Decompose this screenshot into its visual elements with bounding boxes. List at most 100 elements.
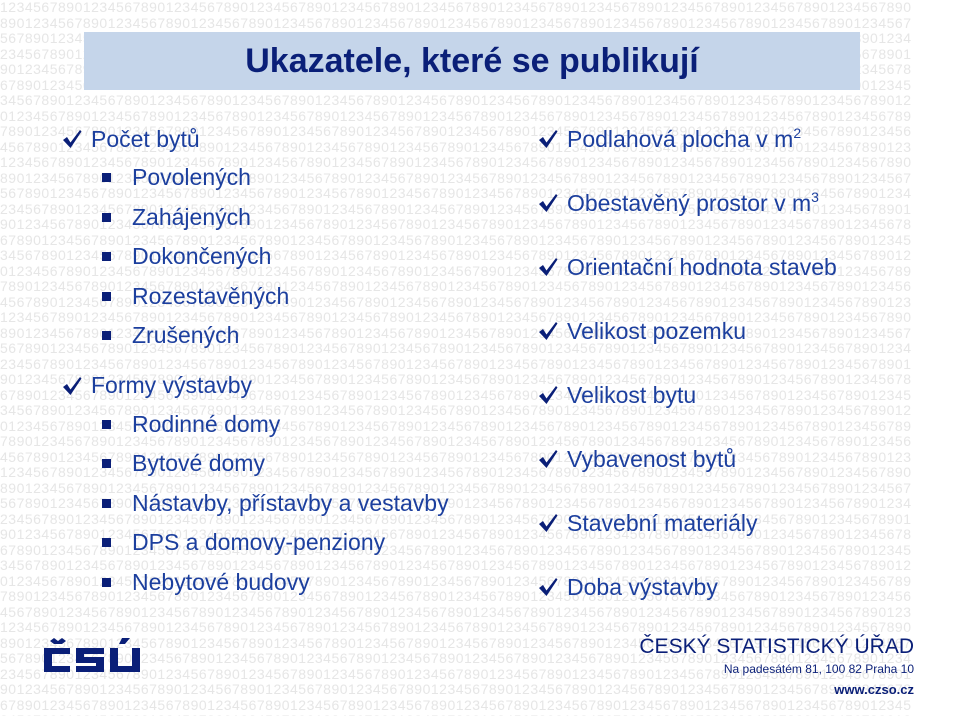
agency-website-link[interactable]: www.czso.cz bbox=[834, 682, 914, 697]
indicator-item: Orientační hodnota staveb bbox=[538, 248, 837, 286]
checkmark-icon bbox=[539, 130, 558, 148]
sub-indicator-item: Rozestavěných bbox=[62, 277, 449, 317]
background-digit-row: 4567890123456789012345678901234567890123… bbox=[0, 293, 912, 310]
background-digit-row: 9012345678901234567890123456789012345678… bbox=[0, 526, 912, 542]
checkmark-icon bbox=[63, 130, 82, 148]
background-digit-row: 4567890123456789012345678901234567890123… bbox=[0, 603, 912, 620]
background-digit-row: 6789012345678901234567890123456789012345… bbox=[0, 231, 912, 248]
indicator-heading: Počet bytů bbox=[62, 120, 449, 158]
right-indicator-list: Podlahová plocha v m2 Obestavěný prostor… bbox=[538, 120, 837, 632]
indicator-item: Velikost bytu bbox=[538, 376, 837, 414]
background-digit-row: 8901234567890123456789012345678901234567… bbox=[0, 479, 912, 496]
agency-address: Na padesátém 81, 100 82 Praha 10 bbox=[723, 662, 914, 676]
background-digit-row: 5678901234567890123456789012345678901234… bbox=[0, 185, 912, 201]
sub-indicator-item: DPS a domovy-penziony bbox=[62, 523, 449, 563]
indicator-item: Podlahová plocha v m2 bbox=[538, 120, 837, 158]
indicator-group-dwellings: Počet bytů Povolených Zahájených Dokonče… bbox=[62, 120, 449, 356]
background-digit-row: 7890123456789012345678901234567890123456… bbox=[0, 123, 912, 139]
background-digit-row: 8901234567890123456789012345678901234567… bbox=[0, 14, 912, 31]
background-digit-row: 6789012345678901234567890123456789012345… bbox=[0, 696, 912, 713]
square-bullet-icon bbox=[102, 173, 111, 183]
background-digit-row: 3456789012345678901234567890123456789012… bbox=[0, 247, 912, 263]
background-digit-row: 0123456789012345678901234567890123456789… bbox=[0, 572, 912, 589]
indicator-item: Obestavěný prostor v m3 bbox=[538, 184, 837, 222]
title-bar bbox=[84, 32, 860, 90]
sub-indicator-label: Bytové domy bbox=[132, 450, 265, 477]
indicator-label: Vybavenost bytů bbox=[567, 445, 737, 472]
background-digit-row: 8901234567890123456789012345678901234567… bbox=[0, 169, 912, 186]
sub-indicator-list: Rodinné domy Bytové domy Nástavby, příst… bbox=[62, 405, 449, 603]
checkmark-icon bbox=[539, 258, 558, 276]
checkmark-icon bbox=[539, 450, 558, 468]
background-digit-row: 4567890123456789012345678901234567890123… bbox=[0, 138, 912, 155]
background-digit-row: 0123456789012345678901234567890123456789… bbox=[0, 107, 912, 124]
sub-indicator-label: Zahájených bbox=[132, 203, 251, 230]
background-digit-row: 2345678901234567890123456789012345678901… bbox=[0, 200, 912, 217]
checkmark-icon bbox=[539, 386, 558, 404]
background-digit-row: 9012345678901234567890123456789012345678… bbox=[0, 216, 912, 232]
background-digit-row: 5678901234567890123456789012345678901234… bbox=[0, 340, 912, 356]
background-digit-row: 2345678901234567890123456789012345678901… bbox=[0, 355, 912, 372]
sub-indicator-item: Bytové domy bbox=[62, 444, 449, 484]
indicator-label: Velikost bytu bbox=[567, 381, 697, 408]
indicator-heading-label: Počet bytů bbox=[91, 125, 200, 152]
indicator-label: Stavební materiály bbox=[567, 509, 758, 536]
sub-indicator-item: Zahájených bbox=[62, 198, 449, 238]
background-digit-row: 1234567890123456789012345678901234567890… bbox=[0, 154, 912, 170]
background-digit-row: 1234567890123456789012345678901234567890… bbox=[0, 464, 912, 480]
sub-indicator-label: Nebytové budovy bbox=[132, 568, 310, 595]
background-digit-row: 2345678901234567890123456789012345678901… bbox=[0, 665, 912, 682]
indicator-label: Orientační hodnota staveb bbox=[567, 253, 837, 280]
background-digit-row: 1234567890123456789012345678901234567890… bbox=[0, 309, 912, 325]
sub-indicator-item: Dokončených bbox=[62, 237, 449, 277]
background-digit-row: 7890123456789012345678901234567890123456… bbox=[0, 588, 912, 604]
indicator-group-construction-forms: Formy výstavby Rodinné domy Bytové domy … bbox=[62, 367, 449, 603]
sub-indicator-label: Dokončených bbox=[132, 243, 272, 270]
square-bullet-icon bbox=[102, 538, 111, 548]
square-bullet-icon bbox=[102, 331, 111, 341]
indicator-label: Podlahová plocha v m2 bbox=[567, 125, 802, 152]
indicator-item: Stavební materiály bbox=[538, 504, 837, 542]
square-bullet-icon bbox=[102, 252, 111, 262]
background-digit-row: 0123456789012345678901234567890123456789… bbox=[0, 417, 912, 434]
agency-info: ČESKÝ STATISTICKÝ ÚŘAD Na padesátém 81, … bbox=[616, 634, 914, 698]
checkmark-icon bbox=[63, 376, 82, 395]
background-digit-row: 3456789012345678901234567890123456789012… bbox=[0, 557, 912, 573]
background-digit-row: 8901234567890123456789012345678901234567… bbox=[0, 634, 912, 651]
background-digit-row: 9012345678901234567890123456789012345678… bbox=[0, 371, 912, 387]
indicator-item: Doba výstavby bbox=[538, 568, 837, 606]
background-digit-row: 8901234567890123456789012345678901234567… bbox=[0, 324, 912, 341]
background-digit-row: 5678901234567890123456789012345678901234… bbox=[0, 650, 912, 666]
background-digit-row: 9012345678901234567890123456789012345678… bbox=[0, 681, 912, 697]
square-bullet-icon bbox=[102, 459, 111, 469]
square-bullet-icon bbox=[102, 212, 111, 222]
indicator-heading: Formy výstavby bbox=[62, 367, 449, 405]
sub-indicator-label: Povolených bbox=[132, 164, 251, 191]
background-digit-row: 6789012345678901234567890123456789012345… bbox=[0, 386, 912, 403]
sub-indicator-item: Povolených bbox=[62, 158, 449, 198]
indicator-label: Velikost pozemku bbox=[567, 317, 746, 344]
left-indicator-list: Počet bytů Povolených Zahájených Dokonče… bbox=[62, 120, 449, 602]
background-digit-row: 3456789012345678901234567890123456789012… bbox=[0, 92, 912, 108]
square-bullet-icon bbox=[102, 419, 111, 429]
square-bullet-icon bbox=[102, 498, 111, 508]
indicator-item: Vybavenost bytů bbox=[538, 440, 837, 478]
sub-indicator-item: Nástavby, přístavby a vestavby bbox=[62, 484, 449, 524]
sub-indicator-item: Zrušených bbox=[62, 316, 449, 356]
sub-indicator-label: Nástavby, přístavby a vestavby bbox=[132, 489, 449, 516]
sub-indicator-label: Rodinné domy bbox=[132, 410, 281, 437]
sub-indicator-list: Povolených Zahájených Dokončených Rozest… bbox=[62, 158, 449, 356]
sub-indicator-label: Zrušených bbox=[132, 322, 240, 349]
background-digit-row: 0123456789012345678901234567890123456789… bbox=[0, 262, 912, 279]
slide-title: Ukazatele, které se publikují bbox=[245, 42, 699, 80]
background-digit-row: 3456789012345678901234567890123456789012… bbox=[0, 402, 912, 418]
sub-indicator-label: Rozestavěných bbox=[132, 282, 290, 309]
background-digit-row: 7890123456789012345678901234567890123456… bbox=[0, 278, 912, 294]
sub-indicator-item: Rodinné domy bbox=[62, 405, 449, 445]
background-digit-row: 3456789012345678901234567890123456789012… bbox=[0, 712, 960, 716]
unit-superscript: 3 bbox=[811, 189, 819, 205]
checkmark-icon bbox=[539, 194, 558, 212]
checkmark-icon bbox=[539, 322, 558, 340]
background-digit-row: 2345678901234567890123456789012345678901… bbox=[0, 510, 912, 527]
indicator-label: Doba výstavby bbox=[567, 573, 718, 600]
